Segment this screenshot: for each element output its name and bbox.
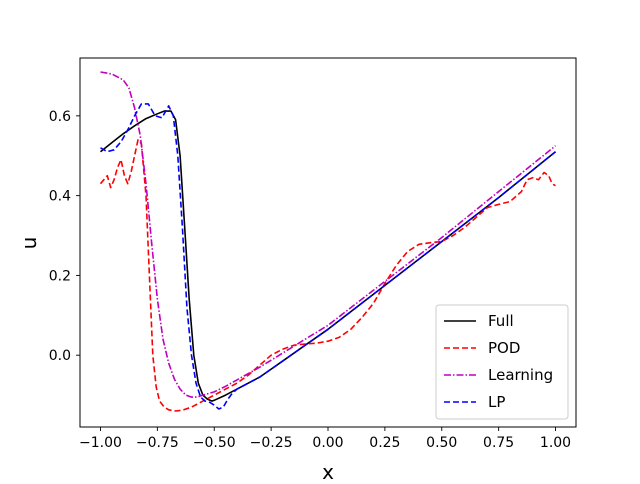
- x-axis-ticks: −1.00 −0.75 −0.50 −0.25 0.00 0.25 0.50 0.75 1.00: [79, 427, 571, 451]
- y-axis-ticks: 0.0 0.2 0.4 0.6: [49, 109, 80, 364]
- series-line-full: [100, 110, 557, 402]
- series-line-lp: [100, 103, 557, 410]
- x-axis-label: x: [322, 460, 334, 480]
- y-axis-label: u: [17, 237, 41, 250]
- legend-label-lp: LP: [488, 393, 505, 411]
- series-layer: [99, 71, 557, 412]
- y-tick-label: 0.6: [49, 109, 71, 125]
- x-tick-label: 0.25: [369, 435, 400, 451]
- series-line-pod: [99, 139, 556, 412]
- x-tick-label: 0.00: [312, 435, 343, 451]
- x-tick-label: 1.00: [540, 435, 571, 451]
- x-tick-label: 0.75: [483, 435, 514, 451]
- legend-label-pod: POD: [488, 339, 520, 357]
- legend-label-learning: Learning: [488, 366, 553, 384]
- series-line-learning: [100, 71, 557, 398]
- y-tick-label: 0.4: [49, 189, 71, 205]
- x-tick-label: −0.50: [193, 435, 236, 451]
- y-tick-label: 0.2: [49, 268, 71, 284]
- legend-box: [435, 304, 569, 420]
- legend: Full POD Learning LP: [435, 304, 569, 420]
- x-tick-label: −0.25: [250, 435, 293, 451]
- legend-label-full: Full: [488, 312, 514, 330]
- x-tick-label: −0.75: [136, 435, 179, 451]
- y-tick-label: 0.0: [49, 348, 71, 364]
- x-tick-label: −1.00: [79, 435, 122, 451]
- x-tick-label: 0.50: [426, 435, 457, 451]
